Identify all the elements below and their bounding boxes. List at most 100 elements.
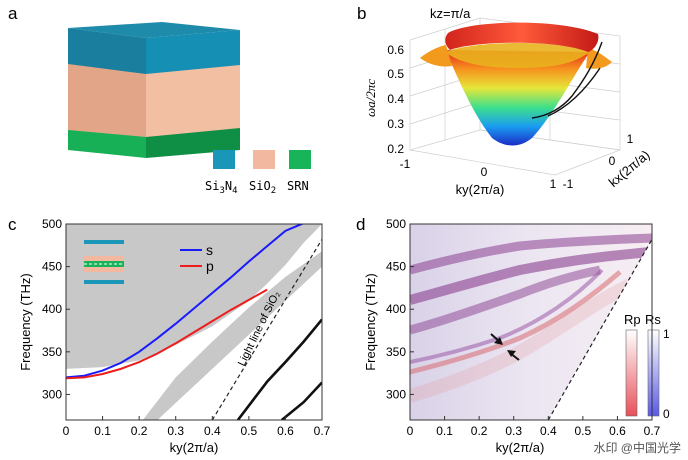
d-arrow-1 — [490, 333, 503, 345]
d-heatmap — [410, 224, 652, 420]
b-ztick: 0.4 — [387, 92, 404, 106]
c-xtick-label: 0.6 — [277, 424, 294, 438]
c-series-light-line — [211, 239, 322, 420]
c-xtick-label: 0.2 — [131, 424, 148, 438]
legend-swatch-srn — [289, 150, 311, 169]
legend-swatch-si3n4 — [213, 150, 235, 169]
d-xtick-label: 0.2 — [471, 424, 488, 438]
b-xticks: -1 0 1 — [563, 132, 634, 191]
c-series-s — [66, 224, 305, 379]
c-xtick-label: 0.1 — [94, 424, 111, 438]
d-ytick-label: 300 — [386, 387, 406, 401]
bowl-inner-rim — [445, 43, 590, 68]
b-ytick: -1 — [400, 157, 411, 171]
d-colorbar-s-label: Rs — [645, 312, 661, 327]
c-ytick-label: 300 — [42, 387, 62, 401]
d-band — [410, 278, 634, 403]
legend-swatch-sio2 — [253, 150, 275, 169]
d-ytick-label: 350 — [386, 345, 406, 359]
c-ylabel: Frequency (THz) — [18, 273, 33, 371]
lower-band-left — [420, 45, 452, 67]
b-xtick: -1 — [563, 177, 574, 191]
c-xtick-label: 0.3 — [167, 424, 184, 438]
c-xtick-label: 0 — [63, 424, 70, 438]
d-ytick-label: 450 — [386, 260, 406, 274]
b-ytick: 0 — [481, 165, 488, 179]
d-colorbar-p-label: Rp — [624, 312, 641, 327]
c-plot-frame — [65, 223, 323, 421]
b-xtick: 1 — [627, 132, 634, 146]
d-colorbar-p — [625, 329, 638, 417]
c-xtick-label: 0.4 — [204, 424, 221, 438]
c-xtick-label: 0.5 — [241, 424, 258, 438]
d-colorbar-max: 1 — [663, 327, 670, 341]
inset-si3n4-top — [84, 240, 124, 244]
panel-a: a Si3N4 SiO2 SRN — [8, 4, 311, 196]
panel-label-b: b — [357, 4, 366, 23]
c-ytick-label: 450 — [42, 260, 62, 274]
d-xtick-label: 0.5 — [575, 424, 592, 438]
c-legend: s p — [180, 242, 214, 274]
d-colorbar-s — [647, 329, 660, 417]
d-band — [410, 265, 601, 335]
b-ztick: 0.6 — [387, 43, 404, 57]
d-colorbar-min: 0 — [663, 407, 670, 421]
d-arrow-2 — [507, 350, 520, 361]
cube-si3n4-top — [68, 22, 240, 38]
c-xlabel: ky(2π/a) — [170, 440, 219, 455]
b-zlabel: ωa/2πc — [363, 79, 378, 117]
b-xtick: 0 — [609, 154, 616, 168]
c-ytick-label: 350 — [42, 345, 62, 359]
c-series-guided-2 — [280, 381, 322, 420]
panel-label-d: d — [356, 215, 365, 234]
d-ytick-label: 500 — [386, 217, 406, 231]
b-ztick: 0.2 — [387, 142, 404, 156]
b-ztick: 0.3 — [387, 117, 404, 131]
b-ytick: 1 — [550, 177, 557, 191]
c-gray-region-upper — [66, 224, 322, 369]
d-xtick-label: 0 — [407, 424, 414, 438]
cube-sio2-front — [68, 56, 146, 137]
panel-label-a: a — [8, 4, 18, 23]
panel-b-title: kz=π/a — [430, 6, 471, 21]
c-legend-s: s — [206, 242, 213, 258]
c-series-p — [66, 288, 268, 380]
c-series-guided-1 — [236, 318, 322, 420]
c-xtick-label: 0.7 — [314, 424, 331, 438]
panel-b: b kz=π/a 0.6 0.5 0.4 0.3 0.2 ωa/2πc — [357, 4, 653, 197]
d-xlabel: ky(2π/a) — [496, 440, 545, 455]
cube-sio2-side — [146, 56, 240, 137]
c-inset — [84, 240, 124, 284]
b-ylabel: ky(2π/a) — [456, 182, 505, 197]
d-xtick-label: 0.6 — [609, 424, 626, 438]
d-ytick-label: 400 — [386, 302, 406, 316]
b-band-curve-2 — [547, 67, 601, 117]
d-xtick-label: 0.4 — [540, 424, 557, 438]
bowl-top-rim — [445, 22, 599, 52]
inset-si3n4-bottom — [84, 280, 124, 284]
d-xtick-label: 0.1 — [436, 424, 453, 438]
c-ytick-label: 500 — [42, 217, 62, 231]
b-yticks: -1 0 1 — [400, 157, 557, 191]
legend-label-sio2: SiO2 — [249, 179, 276, 196]
d-xtick-label: 0.3 — [505, 424, 522, 438]
bowl-surface — [445, 50, 590, 146]
b-ztick: 0.5 — [387, 67, 404, 81]
c-legend-p: p — [206, 258, 214, 274]
panel-d: d Rp Rs 1 0 0 0.1 0.2 0. — [356, 215, 681, 455]
panel-label-c: c — [8, 215, 17, 234]
c-gray-region-lower — [142, 251, 322, 420]
cube-si3n4-front — [68, 28, 146, 74]
d-xtick-label: 0.7 — [644, 424, 661, 438]
panel-c: c s p Light line of SiO₂ 0 0.1 0.2 0.3 0.4 0.… — [8, 215, 331, 455]
c-plot-area — [66, 224, 322, 420]
d-watermark: 水印 @中国光学 — [593, 440, 681, 455]
legend-label-srn: SRN — [287, 179, 309, 193]
legend-label-si3n4: Si3N4 — [205, 179, 238, 196]
d-band — [410, 247, 652, 305]
b-zticks: 0.6 0.5 0.4 0.3 0.2 — [387, 43, 404, 156]
cube-si3n4-side — [146, 30, 240, 74]
c-ytick-label: 400 — [42, 302, 62, 316]
b-band-curve-1 — [531, 41, 603, 119]
